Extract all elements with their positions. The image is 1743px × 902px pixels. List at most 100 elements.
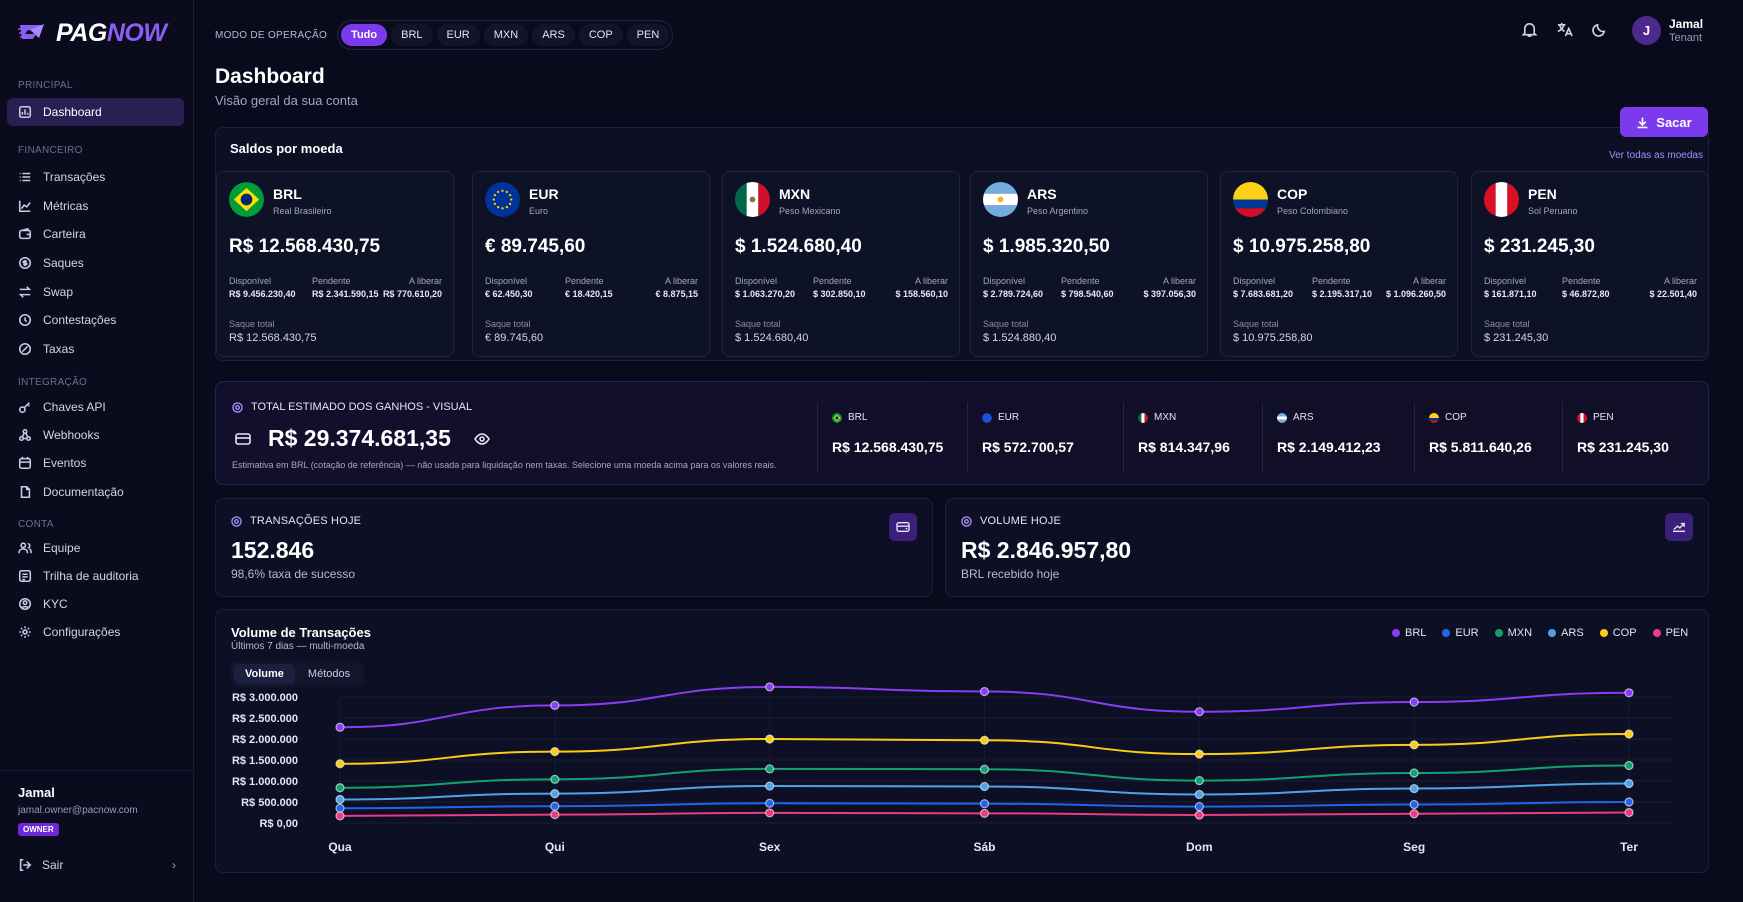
currency-card-pen[interactable]: PEN Sol Peruano $ 231.245,30 Disponível … xyxy=(1471,171,1709,357)
gear-icon xyxy=(19,626,31,638)
logout-label: Sair xyxy=(42,858,64,872)
to-release-label: A liberar xyxy=(1162,276,1196,286)
mode-pill-ars[interactable]: ARS xyxy=(532,24,575,46)
breakdown-value: R$ 12.568.430,75 xyxy=(832,439,944,455)
sidebar-item-webhooks[interactable]: Webhooks xyxy=(7,421,184,449)
sidebar-item-dashboard[interactable]: Dashboard xyxy=(7,98,184,126)
currency-card-eur[interactable]: EUR Euro € 89.745,60 Disponível Pendente… xyxy=(472,171,710,357)
to-release-value: € 8.875,15 xyxy=(655,289,698,299)
sidebar-item-equipe[interactable]: Equipe xyxy=(7,534,184,562)
sidebar-item-kyc[interactable]: KYC xyxy=(7,590,184,618)
legend-item-eur[interactable]: EUR xyxy=(1442,627,1479,639)
sidebar-item-chaves-api[interactable]: Chaves API xyxy=(7,393,184,421)
mode-pill-cop[interactable]: COP xyxy=(578,24,623,46)
to-release-label: A liberar xyxy=(408,276,442,286)
sidebar-item-taxas[interactable]: Taxas xyxy=(7,335,184,363)
currency-card-brl[interactable]: BRL Real Brasileiro R$ 12.568.430,75 Dis… xyxy=(216,171,454,357)
eu-flag-icon xyxy=(982,412,992,423)
to-release-value: $ 397.056,30 xyxy=(1143,289,1196,299)
total-label: Saque total xyxy=(1484,319,1530,329)
wallet-icon xyxy=(889,513,917,541)
bell-icon[interactable] xyxy=(1521,21,1538,38)
currency-card-ars[interactable]: ARS Peso Argentino $ 1.985.320,50 Dispon… xyxy=(970,171,1208,357)
tab-volume[interactable]: Volume xyxy=(234,664,295,684)
mode-pills: Tudo BRL EUR MXN ARS COP PEN xyxy=(337,20,674,50)
total-earnings-label-text: TOTAL ESTIMADO DOS GANHOS - VISUAL xyxy=(251,401,473,413)
available-label: Disponível xyxy=(983,276,1026,286)
team-icon xyxy=(18,542,32,554)
moon-icon[interactable] xyxy=(1591,21,1608,38)
currency-name: Peso Argentino xyxy=(1027,206,1089,216)
role-badge: OWNER xyxy=(18,823,59,836)
sidebar-item-configuracoes[interactable]: Configurações xyxy=(7,618,184,646)
section-principal: PRINCIPAL xyxy=(18,80,73,91)
sidebar-item-label: KYC xyxy=(43,597,68,611)
translate-icon[interactable] xyxy=(1556,21,1573,38)
sidebar-item-eventos[interactable]: Eventos xyxy=(7,449,184,477)
page-title: Dashboard xyxy=(215,65,325,88)
see-all-currencies-link[interactable]: Ver todas as moedas xyxy=(1609,150,1703,161)
legend-item-cop[interactable]: COP xyxy=(1599,627,1637,639)
legend-item-brl[interactable]: BRL xyxy=(1392,627,1426,639)
peru-flag-icon xyxy=(1577,412,1587,423)
breakdown-cop: COP R$ 5.811.640,26 xyxy=(1414,402,1562,472)
sidebar-item-label: Equipe xyxy=(43,541,81,555)
legend-item-pen[interactable]: PEN xyxy=(1652,627,1689,639)
volume-today-label: VOLUME HOJE xyxy=(961,515,1061,527)
breakdown-value: R$ 5.811.640,26 xyxy=(1429,439,1532,455)
withdraw-button[interactable]: Sacar xyxy=(1620,107,1708,137)
chart-icon xyxy=(18,200,31,213)
key-icon xyxy=(18,402,30,414)
sidebar-item-swap[interactable]: Swap xyxy=(7,278,184,306)
currency-card-mxn[interactable]: MXN Peso Mexicano $ 1.524.680,40 Disponí… xyxy=(722,171,960,357)
legend-item-ars[interactable]: ARS xyxy=(1548,627,1584,639)
pagnow-logo[interactable]: PAGNOW xyxy=(18,19,167,48)
total-earnings-amount: R$ 29.374.681,35 xyxy=(268,425,451,451)
breakdown-value: R$ 572.700,57 xyxy=(982,439,1074,455)
success-rate: 98,6% taxa de sucesso xyxy=(231,567,356,581)
sidebar-item-trilha-auditoria[interactable]: Trilha de auditoria xyxy=(7,562,184,590)
sidebar-item-contestacoes[interactable]: Contestações xyxy=(7,306,184,334)
sidebar-item-saques[interactable]: Saques xyxy=(7,249,184,277)
legend-label: BRL xyxy=(1405,627,1427,639)
transactions-today-value: 152.846 xyxy=(231,537,315,563)
withdraw-label: Sacar xyxy=(1656,114,1692,130)
peru-flag-icon xyxy=(1484,182,1519,217)
mode-pill-eur[interactable]: EUR xyxy=(436,24,480,46)
header-user-name: Jamal xyxy=(1669,17,1704,31)
logout-button[interactable]: Sair › xyxy=(18,858,176,872)
currency-code: MXN xyxy=(779,186,811,202)
sidebar-item-transacoes[interactable]: Transações xyxy=(7,163,184,191)
sidebar-item-carteira[interactable]: Carteira xyxy=(7,220,184,248)
sparkle-icon xyxy=(232,401,243,413)
currency-card-cop[interactable]: COP Peso Colombiano $ 10.975.258,80 Disp… xyxy=(1220,171,1458,357)
mexico-flag-icon xyxy=(735,182,770,217)
list-icon xyxy=(19,172,31,182)
sidebar-item-documentacao[interactable]: Documentação xyxy=(7,478,184,506)
eye-icon[interactable] xyxy=(474,433,490,445)
sidebar-item-label: Transações xyxy=(43,170,106,184)
percent-icon xyxy=(18,342,32,356)
pending-label: Pendente xyxy=(813,276,852,286)
sidebar-item-label: Taxas xyxy=(43,342,75,356)
sidebar-item-label: Contestações xyxy=(43,313,117,327)
mode-pill-mxn[interactable]: MXN xyxy=(483,24,529,46)
currency-code: BRL xyxy=(273,186,302,202)
logo-text: PAGNOW xyxy=(56,19,167,47)
available-value: $ 7.683.681,20 xyxy=(1233,289,1294,299)
argentina-flag-icon xyxy=(983,182,1018,217)
currency-name: Peso Mexicano xyxy=(779,206,841,216)
legend-item-mxn[interactable]: MXN xyxy=(1494,627,1532,639)
avatar[interactable]: J xyxy=(1632,16,1661,45)
sidebar-item-label: Métricas xyxy=(43,199,89,213)
currency-amount: $ 231.245,30 xyxy=(1484,236,1595,257)
mode-pill-pen[interactable]: PEN xyxy=(626,24,670,46)
sidebar-item-label: Dashboard xyxy=(43,105,102,119)
tab-metodos[interactable]: Métodos xyxy=(307,668,351,680)
pending-value: $ 2.195.317,10 xyxy=(1312,289,1373,299)
mode-pill-brl[interactable]: BRL xyxy=(391,24,433,46)
mode-pill-tudo[interactable]: Tudo xyxy=(341,24,388,46)
available-label: Disponível xyxy=(1484,276,1527,286)
sidebar-item-metricas[interactable]: Métricas xyxy=(7,192,184,220)
legend-label: PEN xyxy=(1665,627,1689,639)
